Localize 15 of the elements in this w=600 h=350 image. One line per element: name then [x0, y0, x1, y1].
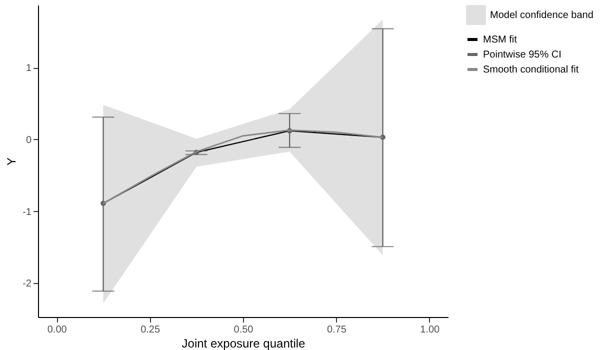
legend-label: Pointwise 95% CI [483, 50, 562, 60]
x-tick-label: 0.00 [47, 324, 68, 336]
y-tick-label: 0 [26, 134, 32, 146]
legend-label: Smooth conditional fit [483, 64, 579, 76]
x-tick-label: 0.50 [234, 324, 254, 336]
legend-label: Model confidence band [490, 10, 594, 21]
x-tick-label: 0.75 [326, 324, 347, 336]
x-tick-label: 0.25 [140, 324, 160, 336]
y-tick-label: 1 [26, 63, 32, 74]
x-tick-label: 1.00 [420, 324, 440, 336]
y-tick-label: -1 [22, 206, 32, 218]
x-axis-title: Joint exposure quantile [182, 336, 306, 350]
legend-label: MSM fit [483, 34, 518, 46]
y-tick-label: -2 [22, 278, 32, 290]
y-axis-title: Y [4, 157, 19, 166]
